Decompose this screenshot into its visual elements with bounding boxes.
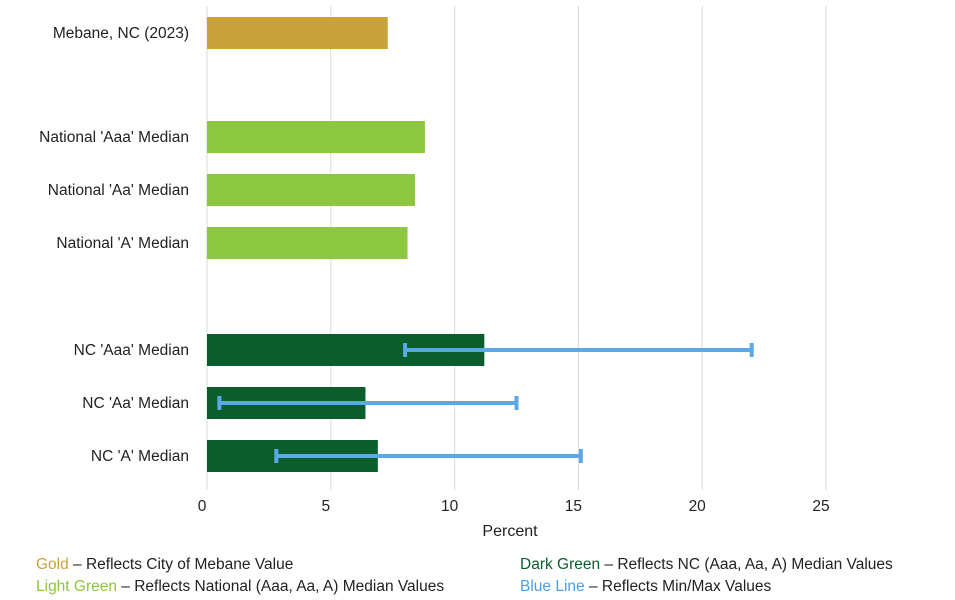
legend-text-light-green: – Reflects National (Aaa, Aa, A) Median …	[117, 578, 445, 595]
legend-blue-line: Blue Line – Reflects Min/Max Values	[520, 578, 771, 596]
legend-dark-green: Dark Green – Reflects NC (Aaa, Aa, A) Me…	[520, 556, 893, 574]
category-label: NC 'Aaa' Median	[74, 342, 189, 359]
x-tick-label: 25	[812, 498, 829, 515]
bar	[207, 227, 408, 259]
x-tick-labels: 0 5 10 15 20 25	[198, 498, 830, 515]
bar	[207, 174, 415, 206]
x-tick-label: 15	[565, 498, 582, 515]
x-tick-label: 5	[321, 498, 330, 515]
category-label: National 'A' Median	[56, 235, 189, 252]
legend-light-green: Light Green – Reflects National (Aaa, Aa…	[36, 578, 444, 596]
legend-key-gold: Gold	[36, 556, 69, 573]
category-label: Mebane, NC (2023)	[53, 25, 189, 42]
x-tick-label: 0	[198, 498, 207, 515]
bar	[207, 17, 388, 49]
bar-chart: Mebane, NC (2023) National 'Aaa' Median Na…	[39, 6, 830, 540]
legend-key-light-green: Light Green	[36, 578, 117, 595]
min-max-lines	[217, 343, 754, 463]
legend-key-dark-green: Dark Green	[520, 556, 601, 573]
x-tick-label: 10	[441, 498, 459, 515]
category-label: National 'Aa' Median	[48, 182, 189, 199]
legend-key-blue-line: Blue Line	[520, 578, 585, 595]
category-label: National 'Aaa' Median	[39, 129, 189, 146]
category-labels: Mebane, NC (2023) National 'Aaa' Median Na…	[39, 25, 189, 465]
category-label: NC 'A' Median	[91, 448, 189, 465]
legend-text-blue-line: – Reflects Min/Max Values	[584, 578, 772, 595]
category-label: NC 'Aa' Median	[82, 395, 189, 412]
bars	[207, 17, 485, 472]
legend-gold: Gold – Reflects City of Mebane Value	[36, 556, 293, 574]
x-tick-label: 20	[689, 498, 707, 515]
x-axis-title: Percent	[482, 523, 538, 540]
bar	[207, 121, 425, 153]
legend-text-gold: – Reflects City of Mebane Value	[68, 556, 294, 573]
legend-text-dark-green: – Reflects NC (Aaa, Aa, A) Median Values	[600, 556, 893, 573]
